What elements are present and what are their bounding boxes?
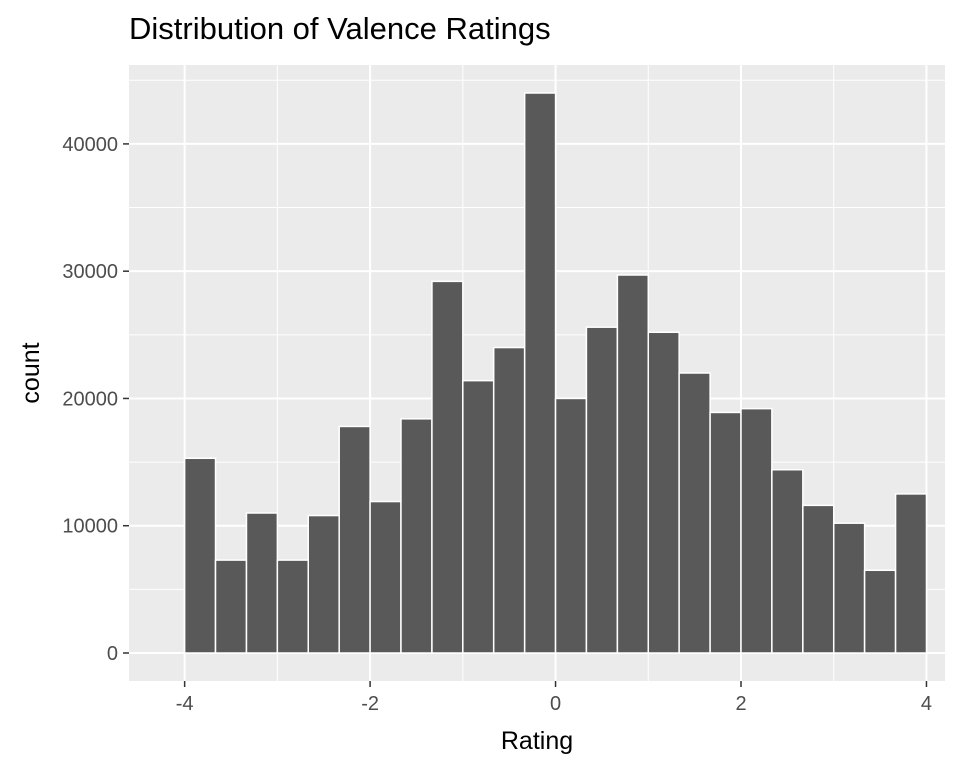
y-tick-label: 10000 — [62, 516, 118, 538]
y-tick-label: 30000 — [62, 261, 118, 283]
histogram-bar — [585, 326, 619, 654]
histogram-bar — [307, 514, 340, 654]
y-tick-label: 20000 — [62, 388, 118, 410]
histogram-bar — [276, 559, 309, 654]
histogram-bar — [183, 457, 217, 654]
histogram-bar — [740, 407, 773, 654]
histogram-bar — [771, 468, 804, 654]
histogram-bar — [369, 500, 402, 654]
histogram-bar — [214, 559, 248, 654]
chart-title: Distribution of Valence Ratings — [129, 11, 551, 46]
histogram-bar — [709, 411, 742, 654]
x-tick-label: 4 — [921, 693, 932, 715]
histogram-bar — [523, 92, 557, 654]
histogram-bar — [894, 493, 928, 654]
y-axis: 0 10000 20000 30000 40000 — [62, 134, 129, 665]
y-axis-title: count — [17, 342, 45, 403]
histogram-bar — [832, 522, 866, 654]
histogram-bar — [678, 372, 711, 654]
x-tick-label: 2 — [735, 693, 746, 715]
histogram-bar — [802, 504, 835, 654]
y-tick-label: 40000 — [62, 134, 118, 156]
x-tick-label: -2 — [361, 693, 379, 715]
x-tick-label: 0 — [550, 693, 561, 715]
x-axis: -4 -2 0 2 4 — [176, 681, 932, 715]
x-tick-label: -4 — [176, 693, 194, 715]
histogram-bar — [400, 418, 433, 654]
x-axis-title: Rating — [501, 727, 573, 755]
histogram-bar — [462, 379, 495, 654]
histogram-bar — [431, 280, 464, 654]
histogram-bar — [616, 274, 650, 654]
y-tick-label: 0 — [107, 643, 118, 665]
histogram-bar — [492, 346, 526, 654]
histogram-bar — [338, 425, 371, 654]
histogram-bars — [183, 92, 928, 654]
histogram-bar — [245, 512, 279, 654]
histogram-bar — [554, 397, 588, 654]
histogram-bar — [647, 331, 680, 654]
histogram-bar — [863, 569, 897, 654]
